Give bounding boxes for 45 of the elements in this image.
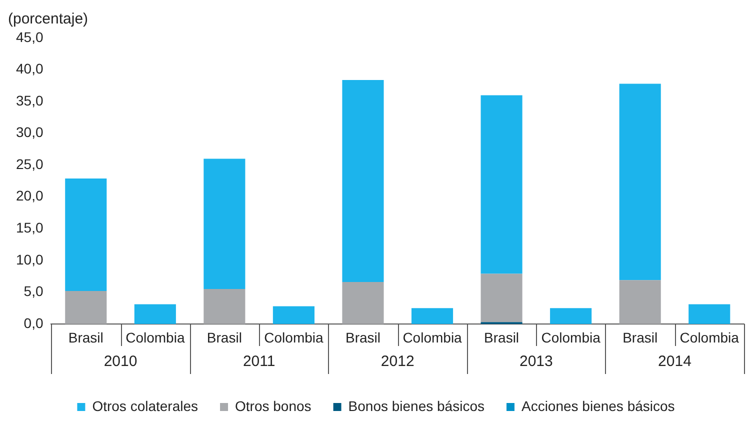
y-tick-label: 15,0 <box>16 220 44 236</box>
text: 2010 <box>104 353 138 370</box>
legend-label: Otros bonos <box>235 398 312 414</box>
x-tick-label: Brasil <box>68 329 104 346</box>
y-tick-label: 45,0 <box>16 28 44 45</box>
bar <box>272 306 314 324</box>
x-tick-label: Colombia <box>680 329 740 346</box>
bar <box>134 304 176 324</box>
x-tick-label: Brasil <box>345 329 380 346</box>
bar <box>480 274 522 322</box>
y-tick-label: 25,0 <box>16 156 44 172</box>
x-tick-label: Brasil <box>622 329 658 346</box>
bar <box>619 280 661 324</box>
x-tick-label: Colombia <box>541 329 601 346</box>
bar <box>342 282 384 324</box>
legend-label: Otros colaterales <box>92 398 198 414</box>
y-tick-label: 30,0 <box>16 124 44 140</box>
text: 2011 <box>242 353 276 370</box>
bar <box>204 289 246 324</box>
bar <box>688 304 730 324</box>
x-tick-label: Brasil <box>484 329 520 346</box>
bar <box>342 80 384 282</box>
bar <box>411 308 454 324</box>
text: 2014 <box>658 353 692 370</box>
x-tick-label: Colombia <box>264 329 324 346</box>
text: 2012 <box>380 353 414 370</box>
y-tick-label: 0,0 <box>24 314 44 331</box>
x-tick-label: Colombia <box>402 329 462 346</box>
text: 2013 <box>519 353 553 370</box>
bar <box>65 178 107 291</box>
x-tick-label: Colombia <box>126 329 185 346</box>
bar <box>550 308 592 324</box>
bar <box>619 84 661 280</box>
y-tick-label: 35,0 <box>16 92 44 108</box>
bar <box>480 95 522 274</box>
y-tick-label: 40,0 <box>16 60 44 77</box>
y-tick-label: 5,0 <box>24 283 44 300</box>
y-axis-title: (porcentaje) <box>8 10 88 28</box>
y-tick-label: 10,0 <box>16 251 44 268</box>
legend-label: Acciones bienes básicos <box>521 398 675 414</box>
x-tick-label: Brasil <box>206 329 242 346</box>
bar <box>204 158 246 290</box>
legend-label: Bonos bienes básicos <box>348 398 484 414</box>
y-tick-label: 20,0 <box>16 188 44 204</box>
bar <box>65 290 107 324</box>
